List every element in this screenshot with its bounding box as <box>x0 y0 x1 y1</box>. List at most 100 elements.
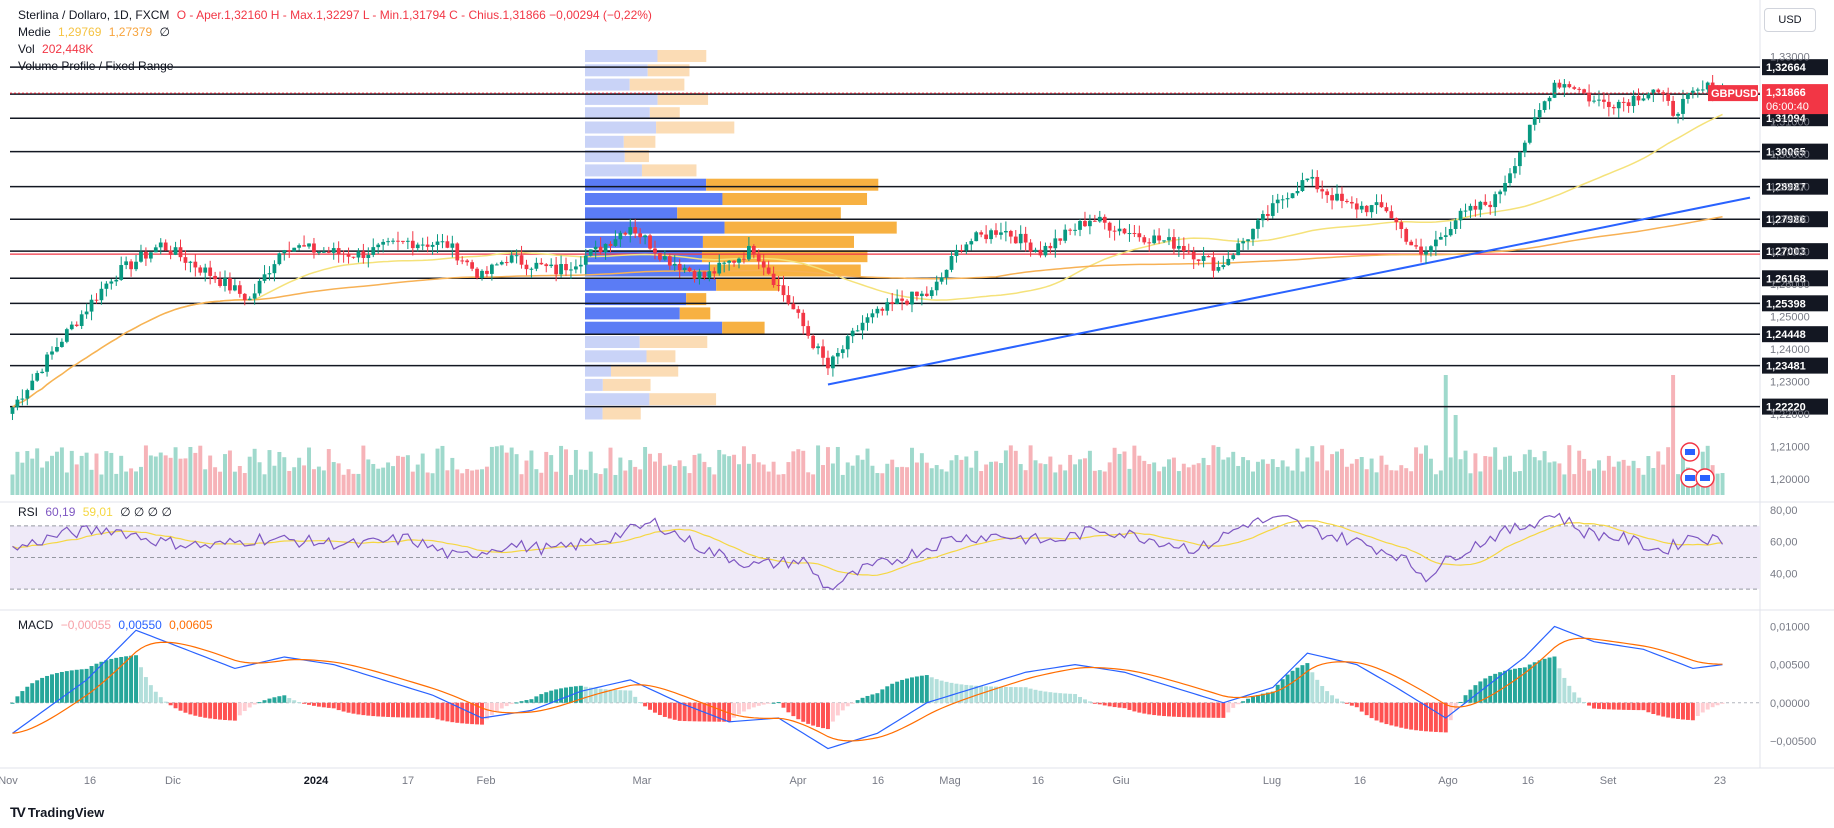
macd-hist-bar <box>840 702 845 711</box>
macd-hist-bar <box>1384 702 1389 725</box>
tradingview-logo: TV TradingView <box>10 804 104 820</box>
candle-body <box>643 235 647 238</box>
candle-body <box>1335 193 1339 201</box>
candle-body <box>539 262 544 265</box>
volume-bar <box>830 463 835 495</box>
volume-bar <box>544 451 549 495</box>
macd-hist-bar <box>1522 667 1527 703</box>
volume-bar <box>1018 464 1023 495</box>
volume-profile-label: Volume Profile / Fixed Range <box>18 59 174 73</box>
volume-bar <box>178 458 183 495</box>
candle-body <box>188 261 193 263</box>
candle-body <box>504 262 509 264</box>
volume-bar <box>1532 457 1537 495</box>
candle-body <box>208 267 213 276</box>
rsi-label: RSI <box>18 505 39 519</box>
volume-bar <box>1522 454 1527 495</box>
candle-body <box>183 257 188 263</box>
macd-hist-bar <box>1216 702 1221 718</box>
time-tick-label: Mar <box>633 775 652 787</box>
volume-bar <box>900 466 905 495</box>
macd-hist-bar <box>173 702 178 709</box>
level-label-box <box>1762 357 1828 374</box>
candle-body <box>549 264 554 267</box>
volume-bar <box>875 473 880 495</box>
candle-body <box>994 230 998 235</box>
candle-body <box>707 271 712 278</box>
volume-bar <box>1068 454 1073 495</box>
macd-hist-bar <box>1552 656 1557 703</box>
volume-bar <box>1162 466 1167 495</box>
macd-hist-bar <box>1646 702 1651 713</box>
candle-body <box>1038 249 1043 256</box>
macd-hist-bar <box>1043 691 1048 703</box>
macd-hist-bar <box>1231 702 1236 708</box>
macd-hist-bar <box>1236 702 1241 705</box>
candle-body <box>312 243 316 253</box>
currency-button[interactable]: USD <box>1764 8 1816 32</box>
macd-hist-bar <box>984 686 989 703</box>
macd-hist-bar <box>237 702 242 716</box>
volume-bar <box>835 446 840 495</box>
candle-body <box>1078 220 1082 230</box>
volume-bar <box>331 462 336 495</box>
volume-bar <box>158 452 163 495</box>
macd-hist-bar <box>944 681 949 703</box>
volume-bar <box>1186 467 1191 495</box>
candle-body <box>430 244 435 247</box>
candle-body <box>84 311 89 315</box>
macd-hist-bar <box>1572 692 1577 703</box>
candle-body <box>1127 233 1132 235</box>
volume-bar <box>109 452 114 495</box>
volume-bar <box>1142 460 1147 495</box>
volume-bar <box>183 458 188 495</box>
level-label-box <box>1762 243 1828 260</box>
volume-bar <box>94 453 99 495</box>
macd-hist-bar <box>262 700 267 703</box>
candle-body <box>228 278 232 291</box>
candle-body <box>1527 124 1532 143</box>
candle-body <box>1681 98 1685 114</box>
candle-body <box>1695 89 1700 91</box>
candle-body <box>465 260 470 263</box>
candle-body <box>89 299 94 312</box>
macd-hist-bar <box>386 702 391 717</box>
candle-body <box>381 241 386 245</box>
macd-hist-bar <box>1641 702 1646 711</box>
volume-bar <box>1033 460 1038 495</box>
macd-hist-bar <box>1458 701 1463 703</box>
macd-hist-bar <box>524 700 529 703</box>
candle-body <box>1295 191 1300 194</box>
time-tick-label: Dic <box>165 775 181 787</box>
volume-bar <box>1562 474 1567 495</box>
macd-hist-bar <box>816 702 821 727</box>
macd-hist-bar <box>1290 670 1295 703</box>
volume-bar <box>638 469 643 495</box>
volume-bar <box>405 455 410 495</box>
macd-hist-bar <box>119 656 124 703</box>
candle-body <box>554 264 559 275</box>
macd-hist-bar <box>1087 701 1092 703</box>
volume-bar <box>242 473 247 495</box>
candle-body <box>1399 222 1404 230</box>
candle-body <box>445 241 450 248</box>
volume-bar <box>811 474 816 495</box>
macd-hist-bar <box>1448 702 1453 721</box>
volume-bar <box>1236 465 1241 495</box>
event-flag-icon <box>1685 449 1695 455</box>
volume-profile-up <box>585 307 680 320</box>
macd-hist-bar <box>707 702 712 722</box>
macd-hist-bar <box>311 702 316 706</box>
volume-bar <box>880 473 885 495</box>
macd-hist-bar <box>821 702 825 729</box>
candle-body <box>1409 241 1414 246</box>
macd-hist-bar <box>1147 702 1152 715</box>
volume-bar <box>697 453 702 495</box>
ma200-line <box>12 216 1723 408</box>
volume-bar <box>430 473 435 495</box>
candle-body <box>129 261 133 270</box>
macd-hist-bar <box>489 702 494 715</box>
macd-hist-bar <box>919 675 924 703</box>
macd-hist-bar <box>979 686 984 703</box>
